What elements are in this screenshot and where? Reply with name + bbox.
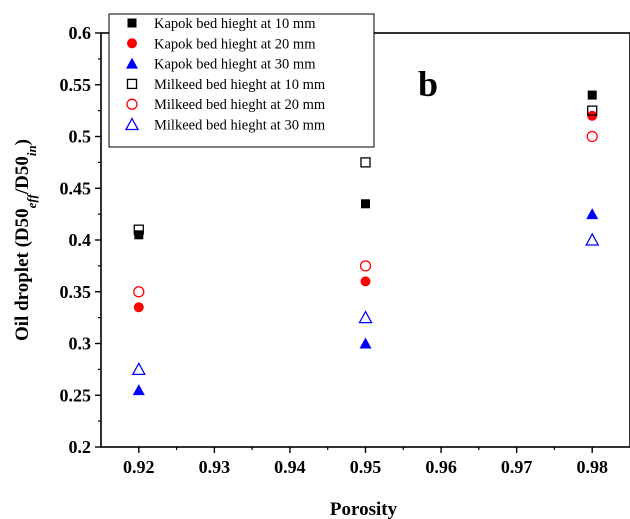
- legend-label: Kapok bed hieght at 20 mm: [154, 36, 316, 52]
- data-point: [361, 199, 370, 209]
- y-title-sub1: eff: [24, 192, 39, 208]
- x-tick-label: 0.92: [123, 457, 155, 477]
- legend-label: Kapok bed hieght at 30 mm: [154, 57, 316, 73]
- series-2: [133, 110, 598, 313]
- legend-marker: [127, 18, 137, 28]
- legend-label: Milkeed bed hieght at 10 mm: [154, 77, 326, 93]
- data-point: [587, 105, 598, 116]
- y-tick-label: 0.6: [69, 23, 92, 43]
- series-3: [132, 208, 599, 396]
- y-title-mid: /D50: [12, 156, 33, 195]
- data-point: [359, 337, 372, 349]
- data-point: [360, 157, 371, 168]
- axis-ticks: 0.92 0.93 0.94 0.95 0.96 0.97 0.98 0.2 0.25 0.3 0.…: [60, 23, 608, 477]
- data-point: [587, 110, 598, 121]
- x-tick-label: 0.96: [425, 457, 457, 477]
- data-point: [133, 286, 145, 298]
- legend-marker: [126, 57, 138, 69]
- y-tick-label: 0.3: [69, 334, 92, 354]
- legend-entry: Kapok bed hieght at 10 mm: [127, 16, 316, 32]
- x-tick-label: 0.93: [199, 457, 231, 477]
- data-point: [134, 230, 144, 240]
- x-axis-title: Porosity: [330, 499, 398, 519]
- series-4: [133, 105, 598, 235]
- legend-marker: [127, 38, 137, 49]
- legend-marker: [126, 78, 138, 90]
- legend-label: Milkeed bed hieght at 30 mm: [154, 118, 326, 134]
- legend-box: [108, 13, 375, 148]
- data-point: [132, 384, 145, 396]
- legend-entry: Kapok bed hieght at 20 mm: [127, 36, 316, 52]
- y-tick-label: 0.45: [60, 178, 92, 198]
- x-tick-label: 0.97: [501, 457, 533, 477]
- legend-label: Milkeed bed hieght at 20 mm: [154, 97, 326, 113]
- y-tick-label: 0.25: [60, 385, 92, 405]
- legend-marker: [126, 98, 138, 110]
- legend-entry: Milkeed bed hieght at 30 mm: [124, 117, 326, 134]
- data-point: [358, 310, 373, 324]
- data-point: [133, 224, 144, 235]
- y-tick-label: 0.35: [60, 282, 92, 302]
- series-1: [134, 90, 597, 240]
- legend: Kapok bed hieght at 10 mm Kapok bed hiegh…: [108, 13, 375, 148]
- data-point: [131, 362, 146, 376]
- data-point: [585, 232, 600, 246]
- y-title-end: ): [12, 139, 33, 145]
- x-tick-label: 0.98: [576, 457, 608, 477]
- y-title-sub2: in: [24, 145, 39, 156]
- y-tick-label: 0.55: [60, 75, 92, 95]
- x-tick-label: 0.94: [274, 457, 306, 477]
- y-axis-title: Oil droplet (D50eff/D50in): [12, 139, 39, 341]
- legend-entry: Kapok bed hieght at 30 mm: [126, 57, 316, 73]
- series-5: [133, 130, 598, 298]
- data-point: [133, 302, 144, 313]
- data-point: [360, 276, 371, 287]
- legend-label: Kapok bed hieght at 10 mm: [154, 16, 316, 32]
- y-tick-label: 0.2: [69, 437, 92, 457]
- series-6: [131, 232, 600, 376]
- x-tick-label: 0.95: [350, 457, 382, 477]
- data-point: [587, 90, 597, 100]
- y-tick-label: 0.5: [69, 127, 92, 147]
- data-point: [586, 208, 599, 220]
- panel-label: b: [418, 64, 438, 104]
- legend-entry: Milkeed bed hieght at 10 mm: [126, 77, 326, 93]
- legend-marker: [124, 117, 140, 131]
- data-markers: [131, 90, 600, 396]
- data-point: [586, 130, 598, 143]
- legend-entry: Milkeed bed hieght at 20 mm: [126, 97, 326, 113]
- y-tick-label: 0.4: [69, 230, 92, 250]
- y-title-main: Oil droplet (D50: [12, 208, 33, 341]
- data-point: [359, 260, 372, 272]
